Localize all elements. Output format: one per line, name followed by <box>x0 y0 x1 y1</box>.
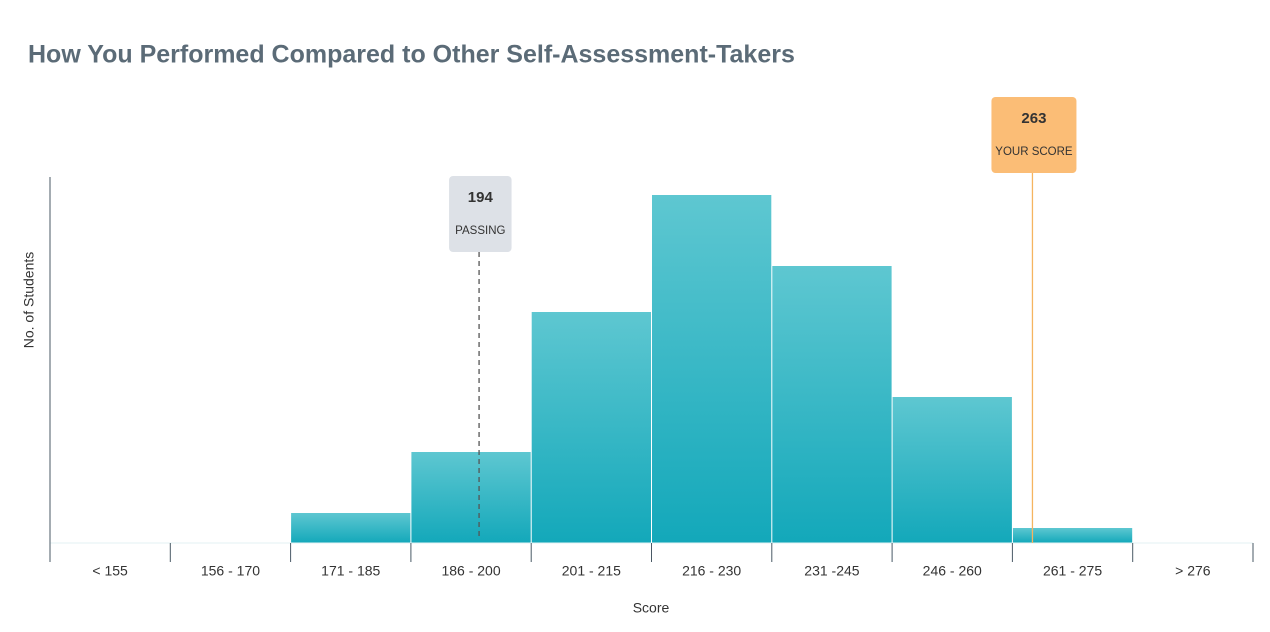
x-tick-label: < 155 <box>92 563 128 579</box>
x-tick-label: 201 - 215 <box>562 563 621 579</box>
x-tick-label: 231 -245 <box>804 563 859 579</box>
x-tick-label: 186 - 200 <box>441 563 500 579</box>
chart-title: How You Performed Compared to Other Self… <box>28 41 795 69</box>
marker-value: 194 <box>468 189 494 206</box>
marker-box <box>991 97 1077 173</box>
bar <box>892 397 1012 543</box>
x-tick-label: 216 - 230 <box>682 563 741 579</box>
y-axis-label: No. of Students <box>21 252 37 349</box>
bar <box>411 452 531 543</box>
marker-label: PASSING <box>455 225 505 237</box>
bar <box>652 195 772 543</box>
x-tick-label: 246 - 260 <box>923 563 982 579</box>
marker-box <box>449 176 512 252</box>
bar <box>772 266 892 543</box>
x-tick-label: 261 - 275 <box>1043 563 1102 579</box>
x-tick-label: 156 - 170 <box>201 563 260 579</box>
bar <box>1012 528 1133 543</box>
marker-value: 263 <box>1021 110 1046 127</box>
bar <box>291 513 411 543</box>
marker-label: YOUR SCORE <box>995 146 1073 158</box>
x-axis-label: Score <box>633 600 670 616</box>
bar <box>531 312 651 543</box>
x-tick-label: > 276 <box>1175 563 1211 579</box>
x-tick-label: 171 - 185 <box>321 563 380 579</box>
